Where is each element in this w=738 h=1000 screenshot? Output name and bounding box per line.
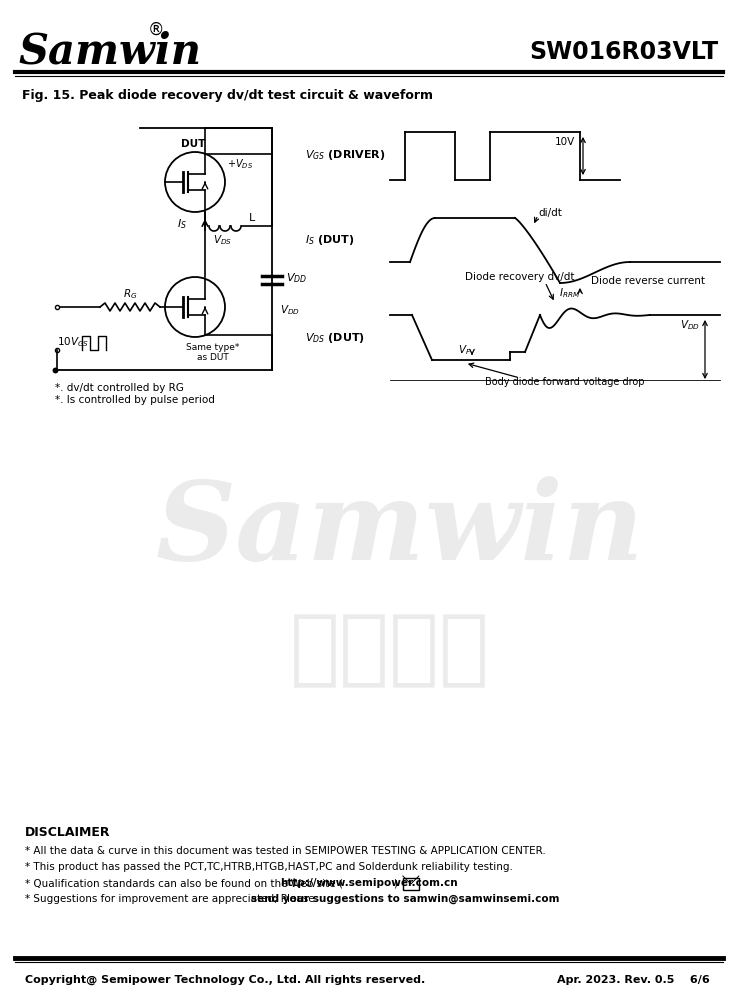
Text: $V_{DS}$ (DUT): $V_{DS}$ (DUT) [305, 331, 365, 345]
Text: Diode reverse current: Diode reverse current [591, 276, 705, 286]
Text: send your suggestions to samwin@samwinsemi.com: send your suggestions to samwin@samwinse… [251, 894, 559, 904]
Text: ®: ® [148, 21, 165, 39]
Text: Apr. 2023. Rev. 0.5    6/6: Apr. 2023. Rev. 0.5 6/6 [557, 975, 710, 985]
Text: *. Is controlled by pulse period: *. Is controlled by pulse period [55, 395, 215, 405]
Text: $I_S$: $I_S$ [177, 217, 187, 231]
Text: SW016R03VLT: SW016R03VLT [529, 40, 718, 64]
Text: 10V: 10V [555, 137, 575, 147]
Text: $V_{DD}$: $V_{DD}$ [286, 271, 307, 285]
Text: Body diode forward voltage drop: Body diode forward voltage drop [486, 377, 645, 387]
Text: Same type*: Same type* [186, 342, 240, 352]
Text: as DUT: as DUT [197, 353, 229, 361]
Text: di/dt: di/dt [538, 208, 562, 218]
Text: 内部保密: 内部保密 [290, 609, 490, 690]
Bar [403, 878, 419, 890]
Text: Samwin: Samwin [156, 476, 644, 584]
Text: $I_S$ (DUT): $I_S$ (DUT) [305, 233, 354, 247]
Text: $V_{DD}$: $V_{DD}$ [680, 318, 700, 332]
Text: $V_F$: $V_F$ [458, 343, 472, 357]
Text: $+ V_{DS}$: $+ V_{DS}$ [227, 157, 253, 171]
Text: * All the data & curve in this document was tested in SEMIPOWER TESTING & APPLIC: * All the data & curve in this document … [25, 846, 545, 856]
Text: $V_{DS}$: $V_{DS}$ [213, 233, 232, 247]
Text: Copyright@ Semipower Technology Co., Ltd. All rights reserved.: Copyright@ Semipower Technology Co., Ltd… [25, 975, 425, 985]
Text: ): ) [393, 878, 397, 888]
Text: $V_{GS}$ (DRIVER): $V_{GS}$ (DRIVER) [305, 148, 386, 162]
Text: Diode recovery dv/dt: Diode recovery dv/dt [465, 272, 575, 282]
Text: Fig. 15. Peak diode recovery dv/dt test circuit & waveform: Fig. 15. Peak diode recovery dv/dt test … [22, 90, 433, 103]
Text: *. dv/dt controlled by RG: *. dv/dt controlled by RG [55, 383, 184, 393]
Text: DISCLAIMER: DISCLAIMER [25, 826, 111, 840]
Text: $10V_{GS}$: $10V_{GS}$ [57, 335, 89, 349]
Text: DUT: DUT [181, 139, 205, 149]
Text: * This product has passed the PCT,TC,HTRB,HTGB,HAST,PC and Solderdunk reliabilit: * This product has passed the PCT,TC,HTR… [25, 862, 513, 872]
Text: http://www.semipower.com.cn: http://www.semipower.com.cn [280, 878, 458, 888]
Text: $R_G$: $R_G$ [123, 287, 137, 301]
Text: Samwin: Samwin [18, 31, 201, 73]
Text: * Qualification standards can also be found on the Web site (: * Qualification standards can also be fo… [25, 878, 343, 888]
Text: L: L [249, 213, 255, 223]
Text: $V_{DD}$: $V_{DD}$ [280, 303, 300, 317]
Text: $I_{RRM}$: $I_{RRM}$ [559, 286, 581, 300]
Text: * Suggestions for improvement are appreciated, Please: * Suggestions for improvement are apprec… [25, 894, 318, 904]
